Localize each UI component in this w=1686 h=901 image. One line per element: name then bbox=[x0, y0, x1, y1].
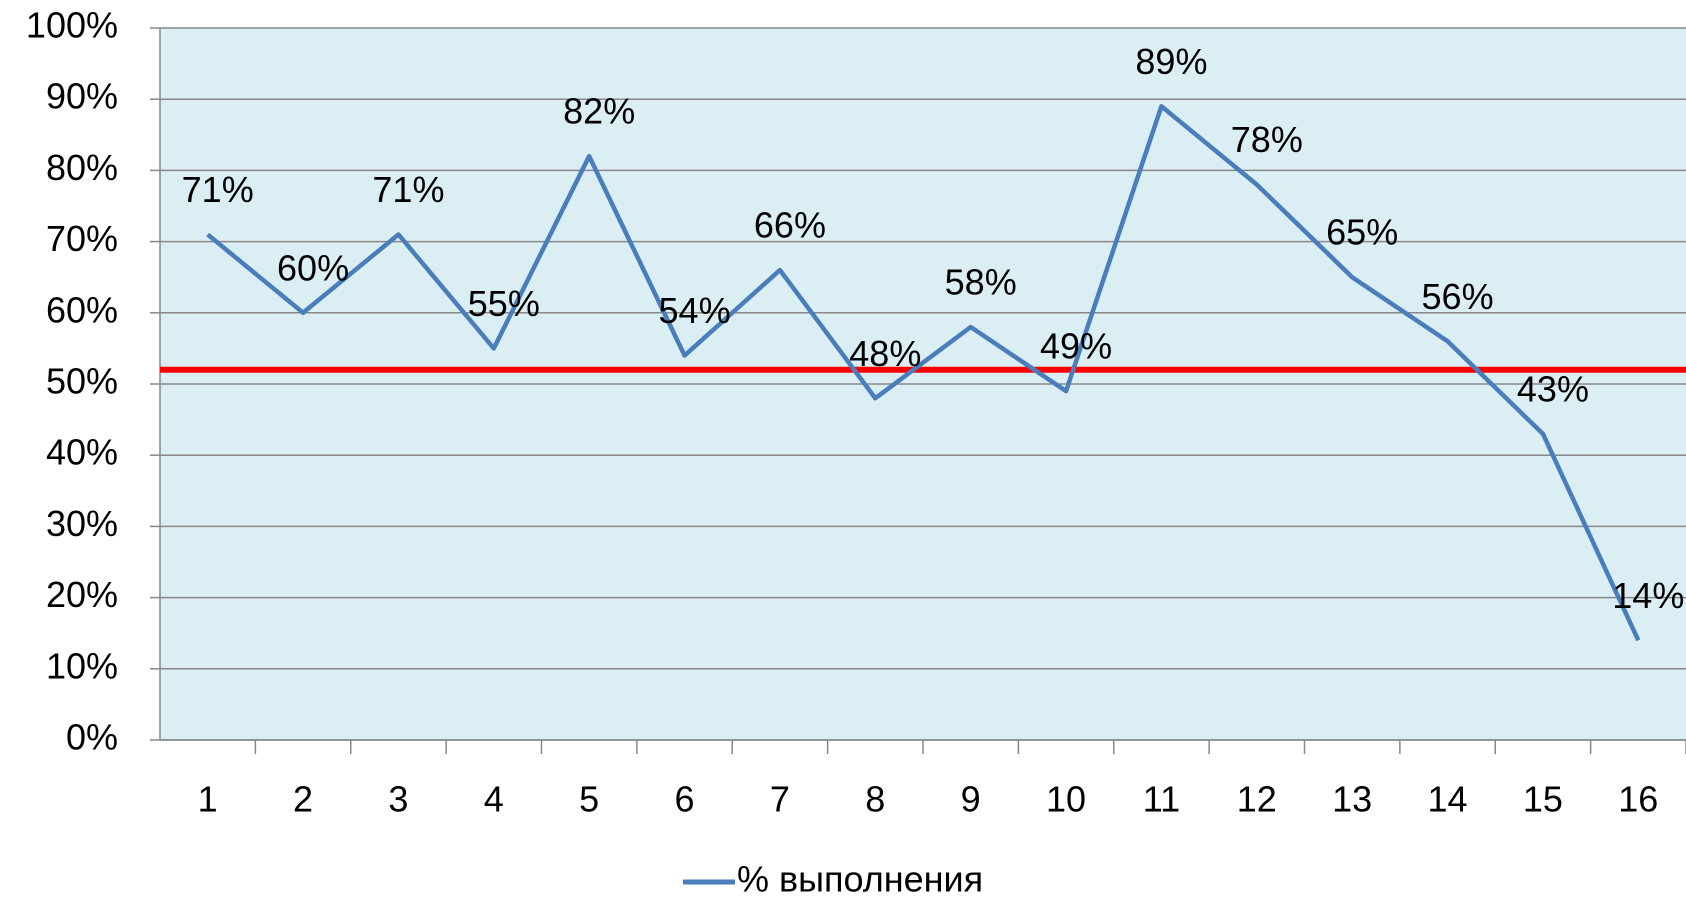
y-tick-label: 20% bbox=[46, 574, 118, 615]
x-tick-label: 2 bbox=[293, 779, 313, 820]
data-label: 78% bbox=[1231, 119, 1303, 160]
x-tick-label: 7 bbox=[770, 779, 790, 820]
data-label: 60% bbox=[277, 247, 349, 288]
y-tick-label: 90% bbox=[46, 76, 118, 117]
y-tick-label: 70% bbox=[46, 218, 118, 259]
data-label: 89% bbox=[1135, 41, 1207, 82]
x-tick-label: 4 bbox=[484, 779, 504, 820]
data-label: 48% bbox=[849, 333, 921, 374]
data-label: 82% bbox=[563, 91, 635, 132]
data-label: 14% bbox=[1612, 575, 1684, 616]
data-label: 65% bbox=[1326, 212, 1398, 253]
y-tick-label: 60% bbox=[46, 289, 118, 330]
y-tick-label: 10% bbox=[46, 645, 118, 686]
y-tick-label: 100% bbox=[26, 5, 118, 46]
data-label: 71% bbox=[372, 169, 444, 210]
data-label: 71% bbox=[182, 169, 254, 210]
y-tick-label: 30% bbox=[46, 503, 118, 544]
data-label: 55% bbox=[468, 283, 540, 324]
x-tick-label: 9 bbox=[961, 779, 981, 820]
legend-label: % выполнения bbox=[737, 859, 983, 900]
x-tick-label: 3 bbox=[388, 779, 408, 820]
x-tick-label: 13 bbox=[1332, 779, 1372, 820]
data-label: 66% bbox=[754, 205, 826, 246]
data-label: 49% bbox=[1040, 326, 1112, 367]
y-tick-label: 40% bbox=[46, 432, 118, 473]
x-tick-label: 15 bbox=[1523, 779, 1563, 820]
y-tick-label: 80% bbox=[46, 147, 118, 188]
data-label: 54% bbox=[659, 290, 731, 331]
x-tick-label: 8 bbox=[865, 779, 885, 820]
data-label: 43% bbox=[1517, 368, 1589, 409]
y-tick-label: 50% bbox=[46, 361, 118, 402]
x-tick-label: 6 bbox=[675, 779, 695, 820]
y-tick-label: 0% bbox=[66, 717, 118, 758]
x-tick-label: 11 bbox=[1143, 779, 1180, 820]
x-tick-label: 10 bbox=[1046, 779, 1086, 820]
line bbox=[206, 104, 1641, 642]
x-tick-label: 16 bbox=[1618, 779, 1658, 820]
data-label: 58% bbox=[945, 262, 1017, 303]
x-tick-label: 1 bbox=[198, 779, 218, 820]
x-tick-label: 14 bbox=[1428, 779, 1468, 820]
x-tick-label: 12 bbox=[1237, 779, 1277, 820]
x-tick-label: 5 bbox=[579, 779, 599, 820]
data-label: 56% bbox=[1422, 276, 1494, 317]
